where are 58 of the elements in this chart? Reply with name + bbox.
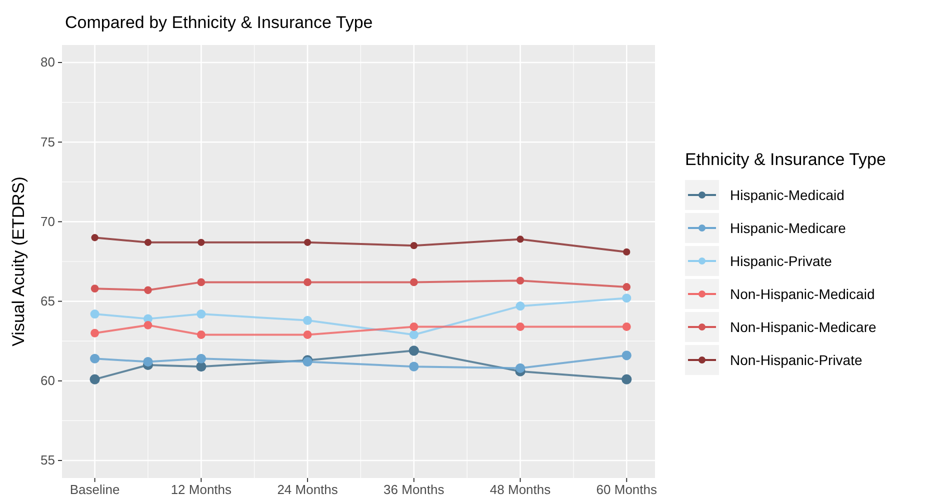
legend-label: Hispanic-Medicare [730,220,846,236]
point [90,310,100,319]
point [196,310,206,319]
point [516,322,524,331]
point [196,330,206,339]
point [144,320,152,330]
y-tick-label: 65 [40,293,55,308]
chart-title: Compared by Ethnicity & Insurance Type [65,13,373,32]
point [622,322,631,331]
point [516,236,524,243]
point [622,294,632,303]
point [409,362,419,372]
point [303,316,312,325]
point [90,284,99,292]
point [622,350,632,360]
legend-label: Non-Hispanic-Medicaid [730,286,875,302]
point [410,278,418,286]
point [408,346,419,356]
point [90,354,100,364]
legend-label: Hispanic-Medicaid [730,187,844,203]
point [516,276,524,285]
legend-label: Non-Hispanic-Medicare [730,319,876,335]
point [91,234,98,242]
point [303,330,312,339]
point [198,238,205,246]
point [516,302,525,311]
point [410,322,418,331]
y-axis-title: Visual Acuity (ETDRS) [9,176,28,346]
point [196,362,206,372]
y-tick-label: 55 [40,452,55,468]
point [515,363,526,373]
point [90,374,100,384]
x-tick-label: 36 Months [384,482,445,498]
point [90,328,100,338]
point [197,278,206,286]
point [196,354,206,364]
x-tick-label: 48 Months [490,482,552,498]
legend-title: Ethnicity & Insurance Type [685,150,886,169]
legend-label: Hispanic-Private [730,253,832,269]
point [304,278,312,286]
point [622,283,631,291]
x-tick-label: Baseline [70,482,120,498]
point [410,242,418,250]
x-tick-label: 12 Months [170,482,232,498]
point [304,238,312,246]
point [144,286,152,294]
y-tick-label: 75 [40,134,55,150]
point [144,238,152,246]
point [409,330,418,340]
point [143,357,153,367]
point [622,374,632,384]
y-tick-label: 60 [40,373,55,388]
y-tick-label: 70 [40,214,55,229]
point [623,248,630,256]
x-tick-label: 60 Months [596,482,658,498]
legend-label: Non-Hispanic-Private [730,352,862,368]
y-tick-label: 80 [40,54,55,70]
x-tick-label: 24 Months [277,482,338,498]
